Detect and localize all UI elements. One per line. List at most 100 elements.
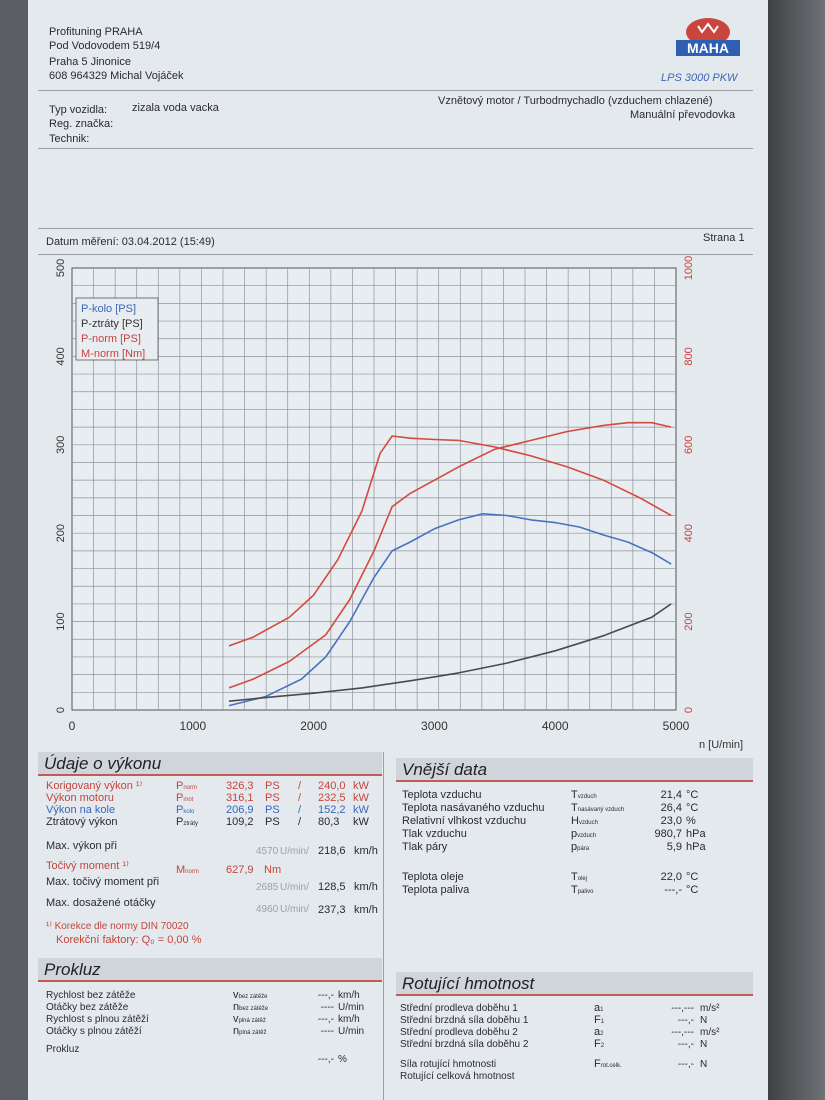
divider: [38, 90, 753, 91]
symbol-subscript: 2: [600, 1031, 604, 1037]
symbol: a2: [594, 1026, 604, 1038]
symbol: Pnorm: [176, 780, 198, 792]
symbol: vbez zátěže: [233, 989, 268, 1001]
company-line-4: 608 964329 Michal Vojáček: [49, 70, 184, 82]
slip-row-label: Otáčky bez zátěže: [46, 1002, 129, 1013]
legend-entry: P-ztráty [PS]: [81, 318, 143, 330]
rotating-value: ---,---: [671, 1027, 694, 1038]
performance-unit-kw: kW: [353, 804, 369, 816]
rotating-row-label: Síla rotující hmotnosti: [400, 1059, 497, 1070]
symbol-subscript: bez zátěže: [239, 1006, 269, 1012]
performance-row-label: Výkon motoru: [46, 792, 114, 804]
symbol-subscript: rot.celk.: [600, 1063, 622, 1069]
engine-type: Vznětový motor / Turbodmychadlo (vzduche…: [438, 95, 713, 107]
slip-row-label: Otáčky s plnou zátěží: [46, 1026, 142, 1037]
slip-header: Prokluz: [38, 958, 382, 982]
symbol-subscript: ztráty: [183, 821, 199, 827]
performance-row-label: Ztrátový výkon: [46, 816, 118, 828]
slip-value: ----: [320, 1026, 334, 1037]
symbol: F2: [594, 1038, 605, 1050]
performance-value-ps: 109,2: [226, 816, 254, 828]
max-torque-rpm-unit: U/min/: [280, 882, 309, 893]
right-tick-label: 800: [683, 347, 695, 365]
symbol-subscript: norm: [183, 785, 198, 791]
legend-entry: P-norm [PS]: [81, 333, 141, 345]
performance-value-ps: 316,1: [226, 792, 254, 804]
torque-unit: Nm: [264, 864, 282, 876]
rotating-unit: N: [700, 1039, 708, 1050]
x-tick-label: 1000: [179, 719, 206, 733]
rotating-row-label: Střední brzdná síla doběhu 1: [400, 1015, 529, 1026]
rotating-row-label: Střední prodleva doběhu 2: [400, 1027, 518, 1038]
x-tick-label: 0: [69, 719, 76, 733]
symbol: Tvzduch: [571, 789, 597, 801]
right-tick-label: 0: [683, 707, 695, 713]
rotating-value: ---,---: [671, 1003, 694, 1014]
max-rpm-speed: 237,3: [318, 904, 346, 916]
symbol-subscript: kolo: [183, 809, 195, 815]
model-label: LPS 3000 PKW: [661, 72, 738, 84]
symbol: Hvzduch: [571, 815, 598, 827]
left-tick-label: 0: [55, 707, 67, 713]
slip-value: ----: [320, 1002, 334, 1013]
slip-unit: U/min: [338, 1026, 365, 1037]
symbol: Frot.celk.: [594, 1058, 622, 1070]
slip-row-label: Rychlost bez zátěže: [46, 990, 136, 1001]
svg-text:MAHA: MAHA: [687, 40, 729, 56]
series-line-0: [228, 512, 672, 707]
external-row-label: Teplota oleje: [402, 871, 464, 883]
rotating-unit: m/s²: [700, 1003, 720, 1014]
max-power-rpm: 4570: [256, 846, 279, 857]
performance-unit-ps: PS: [265, 780, 280, 792]
external-row-label: Tlak páry: [402, 841, 448, 853]
symbol-subscript: plná zátěž: [238, 1018, 266, 1024]
left-tick-label: 100: [55, 612, 67, 630]
reg-label: Reg. značka:: [49, 118, 114, 130]
performance-header: Údaje o výkonu: [38, 752, 382, 776]
performance-unit-ps: PS: [265, 804, 280, 816]
performance-separator: /: [298, 804, 302, 816]
slip-unit: km/h: [338, 990, 360, 1001]
rotating-row-label: Střední prodleva doběhu 1: [400, 1003, 518, 1014]
performance-unit-kw: kW: [353, 816, 369, 828]
rotating-value: ---,-: [677, 1015, 694, 1026]
symbol-subscript: 1: [600, 1007, 604, 1013]
rotating-mass-header: Rotující hmotnost: [396, 972, 753, 996]
right-tick-label: 200: [683, 612, 695, 630]
series-line-3: [228, 435, 672, 647]
symbol-subscript: bez zátěže: [238, 994, 268, 1000]
x-tick-label: 3000: [421, 719, 448, 733]
left-tick-label: 300: [55, 436, 67, 454]
symbol: F1: [594, 1014, 605, 1026]
left-tick-label: 500: [55, 259, 67, 277]
external-value: 980,7: [654, 828, 682, 840]
max-rpm-label: Max. dosažené otáčky: [46, 897, 156, 909]
company-line-3: Praha 5 Jinonice: [49, 56, 131, 68]
performance-value-kw: 240,0: [318, 780, 346, 792]
symbol: nbez zátěže: [233, 1001, 269, 1013]
x-axis-unit: n [U/min]: [699, 739, 743, 751]
symbol-subscript: norm: [185, 869, 199, 875]
max-power-rpm-unit: U/min/: [280, 846, 309, 857]
measurement-date: Datum měření: 03.04.2012 (15:49): [46, 236, 215, 248]
symbol-subscript: vzduch: [577, 794, 597, 800]
divider: [38, 228, 753, 229]
symbol-subscript: vzduch: [578, 820, 598, 826]
external-header: Vnější data: [396, 758, 753, 782]
external-value: 5,9: [666, 841, 682, 853]
external-value: 23,0: [660, 815, 682, 827]
torque-value: 627,9: [226, 864, 254, 876]
external-unit: °C: [686, 802, 699, 814]
symbol: a1: [594, 1002, 604, 1014]
divider: [383, 752, 384, 1100]
symbol-subscript: pára: [577, 846, 590, 852]
external-row-label: Tlak vzduchu: [402, 828, 467, 840]
symbol-subscript: nasávaný vzduch: [577, 807, 625, 813]
max-torque-speed-unit: km/h: [354, 881, 378, 893]
left-tick-label: 400: [55, 347, 67, 365]
slip-unit: km/h: [338, 1014, 360, 1025]
external-row-label: Teplota vzduchu: [402, 789, 482, 801]
rotating-row-label: Střední brzdná síla doběhu 2: [400, 1039, 529, 1050]
x-tick-label: 2000: [300, 719, 327, 733]
